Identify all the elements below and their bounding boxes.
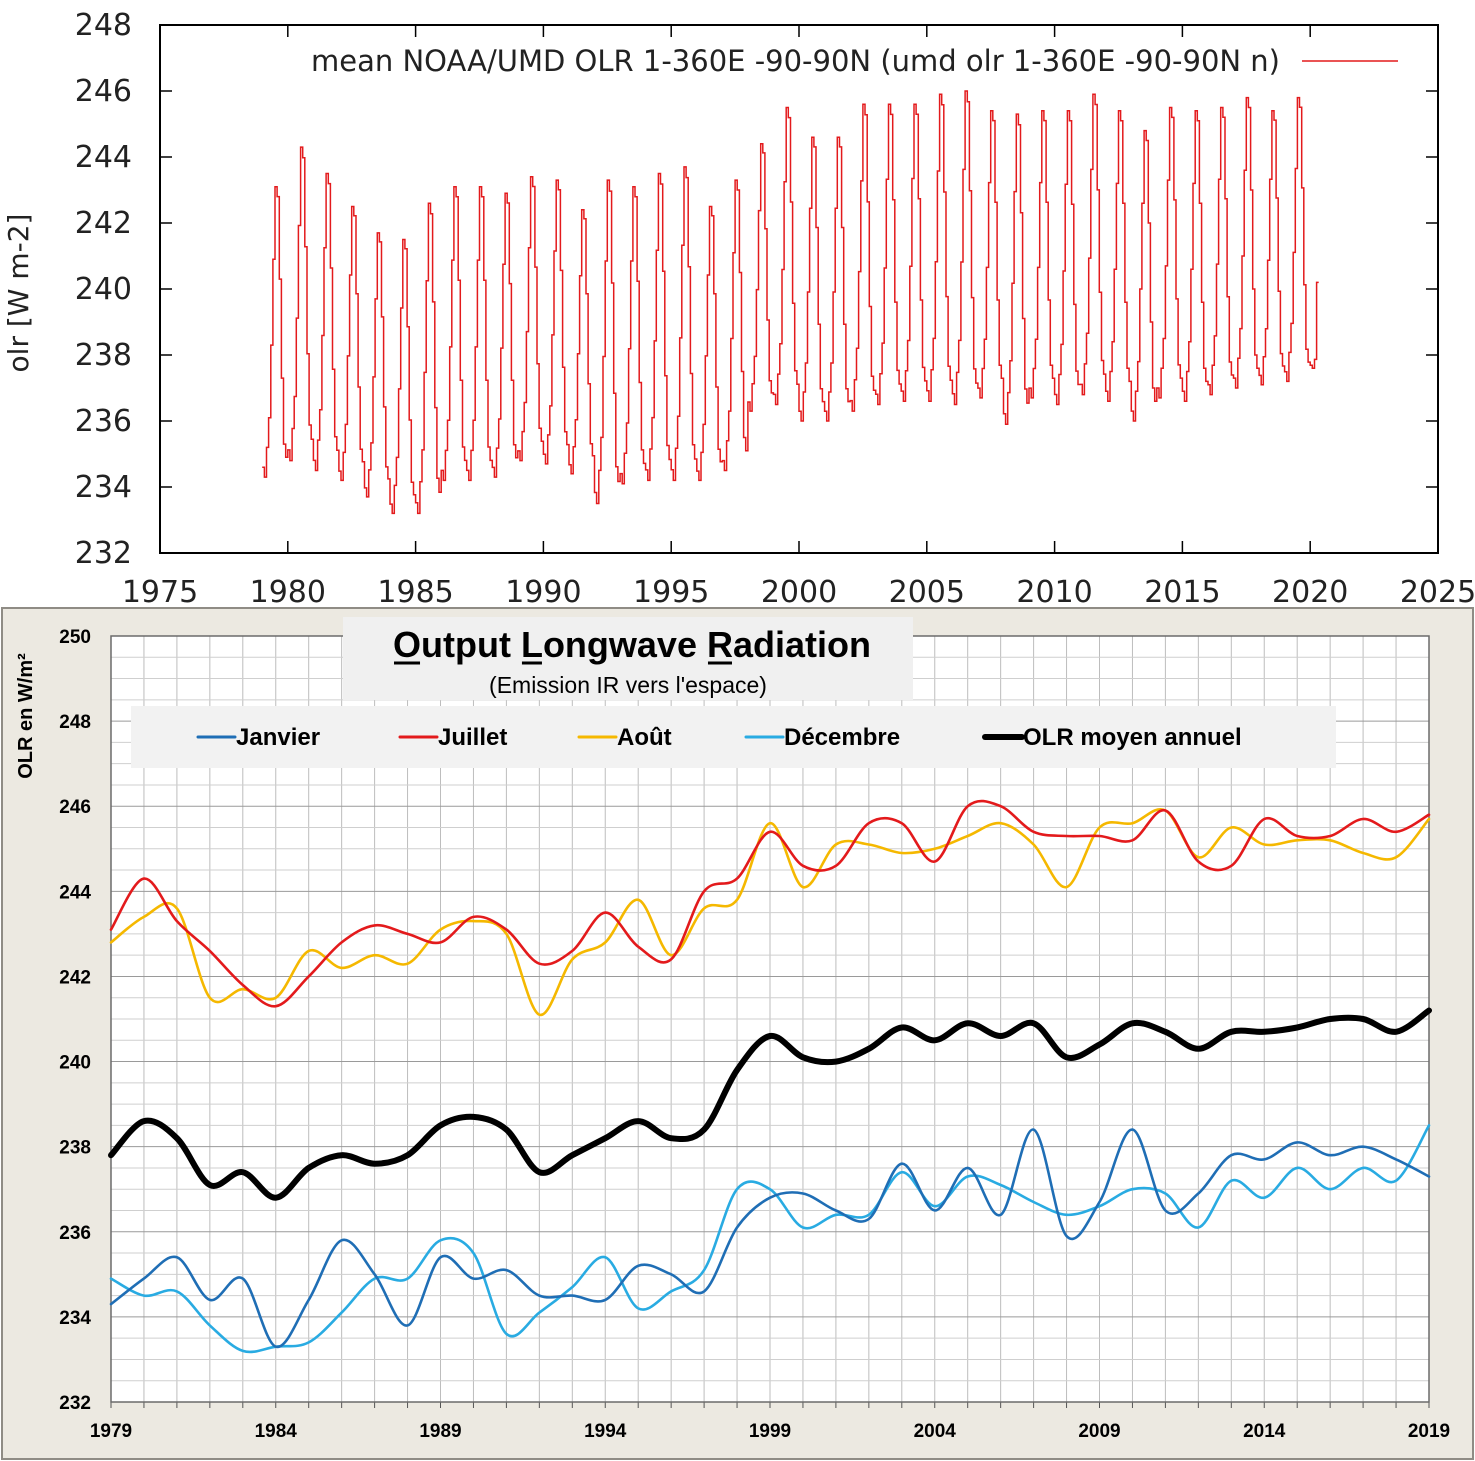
x-tick-label: 2015 [1144, 575, 1220, 610]
x-tick-label: 1980 [250, 575, 326, 610]
series-lines [108, 799, 1432, 1354]
y-tick-label: 242 [75, 206, 132, 241]
x-tick-label: 2020 [1272, 575, 1348, 610]
series-line-olr-moyen-annuel [108, 1007, 1432, 1201]
x-tick-label: 1990 [505, 575, 581, 610]
y-tick-label: 248 [75, 8, 132, 43]
y-tick-label: 232 [59, 1393, 91, 1414]
y-tick-label: 244 [59, 882, 91, 903]
chart-title: Output Longwave Radiation [393, 624, 871, 665]
axis-ticks [159, 24, 1439, 554]
y-tick-label: 250 [59, 627, 91, 648]
plot-area-frame [159, 24, 1439, 554]
series-line-aout [109, 808, 1431, 1017]
legend-label-olr-moyen-annuel: OLR moyen annuel [1023, 724, 1242, 751]
x-tick-label: 2014 [1243, 1421, 1286, 1442]
x-tick-label: 2000 [761, 575, 837, 610]
chart-olr-monthly: 1975 1980 1985 1990 1995 2000 2005 2010 2015 2020… [2, 8, 1475, 610]
y-tick-label: 240 [75, 272, 132, 307]
x-tick-label: 1995 [633, 575, 709, 610]
y-tick-labels: 232 234 236 238 240 242 244 246 248 [75, 8, 132, 571]
y-tick-label: 246 [75, 74, 132, 109]
x-tick-label: 2004 [914, 1421, 957, 1442]
chart-subtitle: (Emission IR vers l'espace) [489, 672, 767, 698]
series-line-janvier [109, 1128, 1431, 1349]
legend-box [131, 706, 1336, 768]
x-tick-labels: 1975 1980 1985 1990 1995 2000 2005 2010 2015 2020… [122, 575, 1475, 610]
series-line-juillet [109, 799, 1431, 1008]
x-tick-label: 1984 [255, 1421, 298, 1442]
x-tick-label: 2025 [1400, 575, 1475, 610]
x-tick-label: 1999 [749, 1421, 791, 1442]
x-tick-label: 1985 [377, 575, 453, 610]
x-tick-label: 1975 [122, 575, 198, 610]
y-tick-label: 244 [75, 140, 132, 175]
x-tick-label: 1994 [584, 1421, 627, 1442]
series-line-olr [262, 90, 1319, 515]
y-tick-label: 238 [59, 1138, 91, 1159]
x-tick-label: 1989 [419, 1421, 461, 1442]
x-tick-label: 2019 [1408, 1421, 1450, 1442]
y-tick-label: 242 [59, 967, 91, 988]
y-tick-label: 248 [59, 712, 91, 733]
title-box [343, 617, 913, 700]
chart-olr-annual: 1979 1984 1989 1994 1999 2004 2009 2014 2019 232… [1, 607, 1474, 1460]
y-tick-label: 246 [59, 797, 91, 818]
series-olr [262, 90, 1319, 515]
gridlines [110, 635, 1430, 1408]
series-line-decembre [109, 1124, 1431, 1354]
y-tick-label: 236 [59, 1223, 91, 1244]
y-tick-label: 232 [75, 536, 132, 571]
y-tick-label: 234 [75, 470, 132, 505]
y-tick-label: 234 [59, 1308, 91, 1329]
x-tick-label: 2009 [1078, 1421, 1120, 1442]
legend: Janvier Juillet Août Décembre OLR moyen annu… [196, 724, 1242, 751]
y-axis-label: OLR en W/m² [15, 653, 37, 779]
y-axis-label: olr [W m-2] [2, 214, 35, 373]
y-tick-label: 240 [59, 1053, 91, 1074]
legend-label-decembre: Décembre [784, 724, 900, 751]
x-tick-label: 1979 [90, 1421, 132, 1442]
legend-label-juillet: Juillet [438, 724, 507, 751]
y-tick-labels: 232 234 236 238 240 242 244 246 248 250 [59, 627, 91, 1414]
legend-label: mean NOAA/UMD OLR 1-360E -90-90N (umd ol… [311, 44, 1280, 78]
y-tick-label: 238 [75, 338, 132, 373]
x-tick-label: 2005 [889, 575, 965, 610]
legend-label-janvier: Janvier [236, 724, 320, 751]
x-tick-label: 2010 [1016, 575, 1092, 610]
x-tick-labels: 1979 1984 1989 1994 1999 2004 2009 2014 2019 [90, 1421, 1450, 1442]
legend-label-aout: Août [617, 724, 672, 751]
y-tick-label: 236 [75, 404, 132, 439]
